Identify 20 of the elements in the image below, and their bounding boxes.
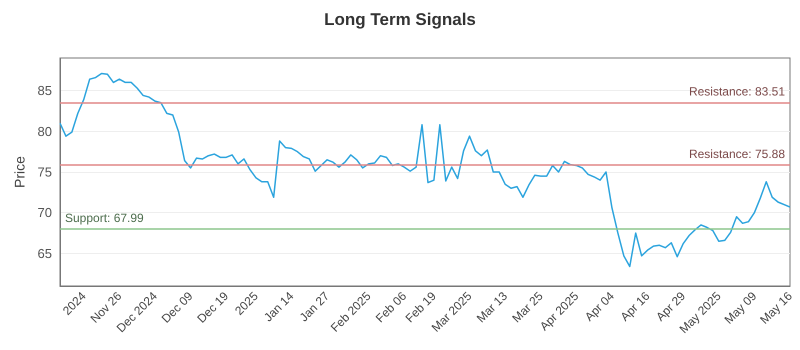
x-tick-label: May 09 [722, 288, 760, 327]
x-tick-label: Dec 09 [158, 288, 196, 326]
y-tick-label: 75 [38, 164, 52, 180]
y-tick-label: 65 [38, 246, 52, 261]
chart-title: Long Term Signals [324, 10, 476, 29]
x-tick-label: May 16 [757, 288, 796, 327]
x-tick-label: Jan 14 [261, 288, 297, 324]
x-tick-label: Apr 16 [618, 288, 653, 324]
x-tick-label: Apr 04 [582, 288, 618, 324]
x-tick-label: Dec 19 [194, 288, 232, 326]
x-tick-label: Mar 13 [474, 288, 510, 326]
y-tick-label: 70 [38, 205, 52, 220]
ref-line-label: Resistance: 75.88 [688, 146, 786, 161]
line-series [59, 72, 791, 268]
ref-line-label: Support: 67.99 [65, 211, 144, 226]
ref-line-label: Resistance: 83.51 [688, 84, 786, 99]
y-tick-label: 85 [38, 83, 52, 98]
y-axis-title: Price [12, 156, 28, 188]
y-tick-label: 80 [38, 124, 52, 139]
x-tick-label: Jan 27 [296, 288, 332, 324]
